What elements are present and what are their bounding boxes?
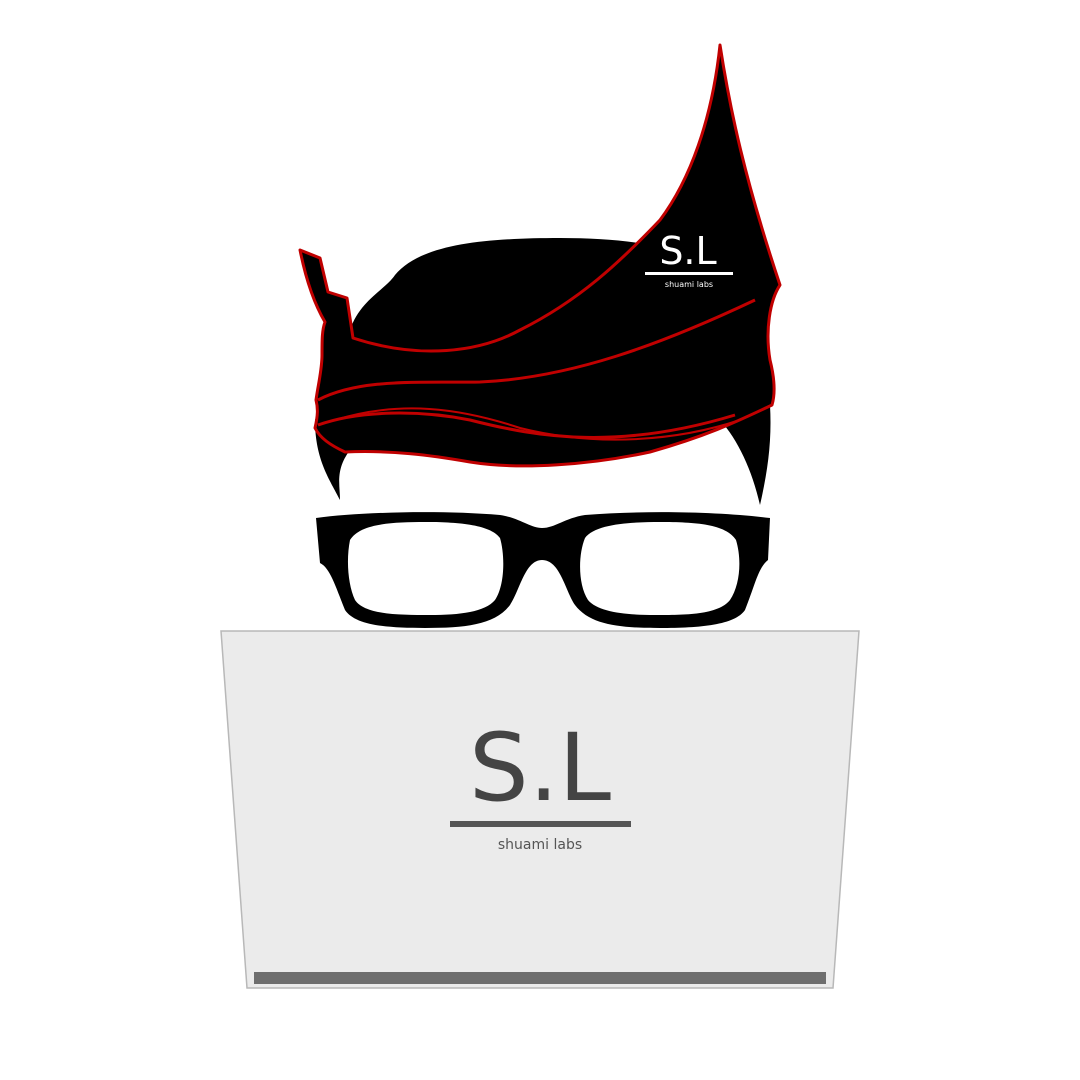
hair-front — [298, 43, 782, 468]
hair-streak-1 — [317, 298, 756, 402]
glasses-icon — [316, 512, 770, 628]
logo-underline — [450, 821, 631, 827]
hair-logo-monogram: S.L — [659, 229, 716, 273]
hair-logo-underline — [645, 272, 733, 275]
laptop-hinge — [254, 972, 826, 984]
hair-streak-2 — [317, 411, 736, 439]
hair-tuft — [380, 292, 398, 305]
logo-tagline: shuami labs — [498, 837, 582, 853]
logo-monogram: S.L — [469, 714, 611, 823]
hair-streak-3 — [334, 407, 741, 441]
hair-logo-tagline: shuami labs — [665, 280, 713, 289]
laptop-icon: S.L shuami labs — [220, 630, 860, 989]
hair-icon: S.L shuami labs — [298, 43, 782, 505]
glasses-frame — [316, 512, 770, 628]
laptop-lid — [220, 630, 860, 989]
